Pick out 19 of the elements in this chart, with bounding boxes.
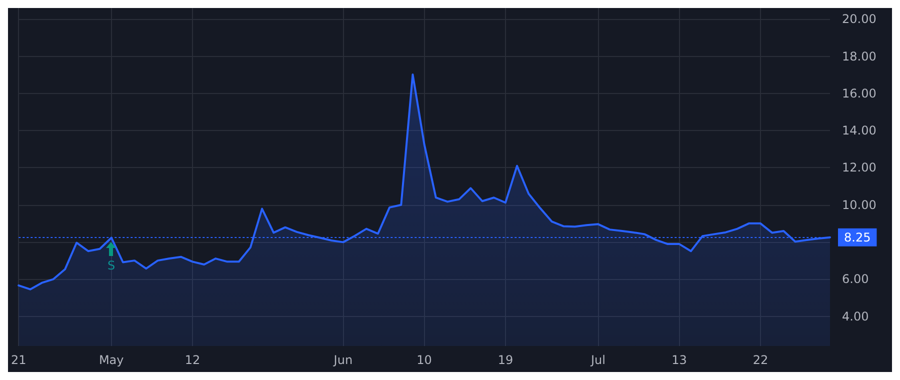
x-tick-label: 19 xyxy=(498,353,514,367)
x-tick-label: May xyxy=(98,353,124,367)
annotation: S xyxy=(108,258,116,273)
y-tick-label: 18.00 xyxy=(842,49,876,64)
y-tick-label: 20.00 xyxy=(842,12,876,26)
x-tick-label: 22 xyxy=(752,353,768,367)
y-tick-label: 10.00 xyxy=(842,198,876,212)
y-tick-label: 16.00 xyxy=(842,86,876,100)
y-tick-label: 4.00 xyxy=(842,309,869,324)
x-tick-label: 13 xyxy=(672,353,687,367)
x-tick-label: 12 xyxy=(184,353,200,367)
y-tick-label: 6.00 xyxy=(842,272,869,286)
y-tick-label: 12.00 xyxy=(842,160,876,175)
x-tick-label: 21 xyxy=(10,353,26,367)
x-tick-label: Jun xyxy=(332,353,353,367)
y-tick-label: 14.00 xyxy=(842,124,876,138)
x-tick-label: 10 xyxy=(416,353,432,367)
x-tick-label: Jul xyxy=(590,353,606,367)
ref-line-label: 8.25 xyxy=(844,230,871,244)
